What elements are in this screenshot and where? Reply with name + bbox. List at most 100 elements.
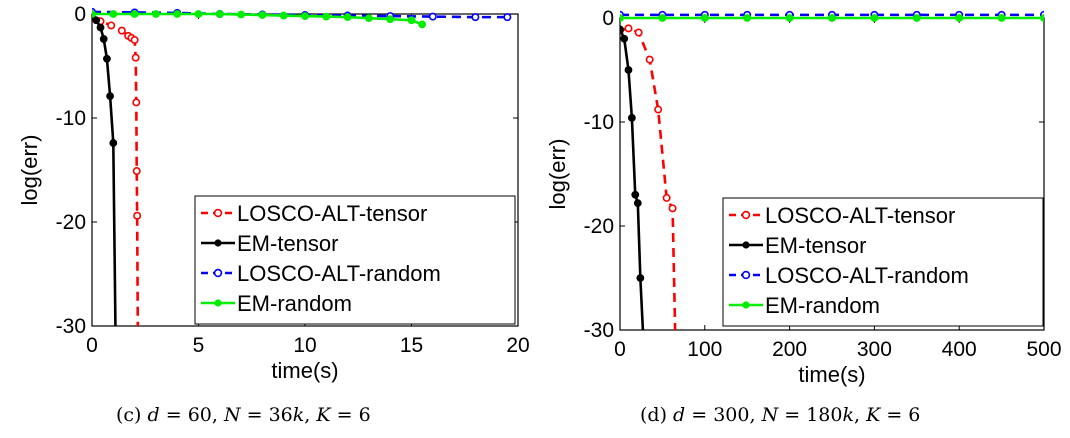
data-point (194, 10, 203, 18)
data-point (133, 211, 142, 220)
x-tick-label: 15 (400, 334, 423, 357)
x-tick-label: 0 (86, 334, 98, 357)
legend-entry: EM-random (201, 291, 352, 316)
y-axis-label: log(err) (545, 139, 570, 210)
legend-label: LOSCO-ALT-random (765, 263, 969, 288)
data-point (131, 53, 140, 62)
legend-entry: LOSCO-ALT-random (201, 261, 441, 286)
data-point (117, 26, 126, 35)
data-point (620, 34, 629, 43)
y-tick-label: -20 (584, 215, 614, 238)
data-point (636, 274, 645, 282)
x-axis-label: time(s) (798, 362, 865, 387)
series-em-random (92, 10, 427, 29)
legend-marker (741, 270, 751, 280)
legend: LOSCO-ALT-tensor EM-tensor LOSCO-ALT-rando… (722, 197, 1044, 327)
data-point (624, 66, 633, 74)
legend-entry: LOSCO-ALT-tensor (201, 201, 427, 226)
data-point (743, 14, 752, 22)
data-point (633, 199, 642, 208)
y-tick-label: 0 (602, 7, 614, 30)
data-point (997, 14, 1006, 22)
legend-marker (742, 241, 750, 249)
series-em-tensor (92, 13, 118, 326)
data-point (215, 10, 224, 18)
legend-marker (214, 239, 222, 247)
legend-box (722, 197, 1044, 327)
data-point (631, 190, 640, 199)
data-point (645, 55, 654, 64)
legend-marker (213, 268, 223, 278)
data-point (668, 204, 677, 213)
data-point (152, 10, 160, 18)
data-point (620, 14, 624, 22)
y-tick-label: -30 (584, 319, 614, 342)
data-point (301, 12, 309, 20)
legend-marker (741, 210, 751, 220)
data-point (658, 14, 667, 22)
data-point (109, 139, 118, 147)
y-tick-label: -10 (56, 107, 86, 130)
caption-panel-d: (d) d = 300, N = 180k, K = 6 (640, 404, 921, 426)
caption-panel-c: (c) d = 60, N = 36k, K = 6 (116, 404, 371, 426)
y-axis-label: log(err) (17, 135, 42, 206)
x-tick-label: 20 (506, 334, 529, 357)
legend-entry: LOSCO-ALT-tensor (729, 203, 955, 228)
x-tick-label: 300 (857, 338, 892, 361)
caption-label: (c) (116, 404, 142, 426)
legend-label: EM-tensor (237, 231, 338, 256)
x-tick-label: 0 (614, 338, 626, 361)
plot-area (92, 7, 512, 326)
series-line (92, 16, 117, 326)
data-point (700, 14, 709, 22)
data-point (99, 35, 108, 43)
data-point (258, 11, 267, 19)
data-point (130, 10, 139, 18)
chart-panel-d: 0 100 200 300 400 500 0 -10 -20 -30 time(s) log(err… (545, 7, 1062, 387)
data-point (109, 10, 118, 18)
data-point (343, 13, 352, 22)
caption-label: (d) (640, 404, 667, 426)
data-point (634, 28, 643, 37)
y-tick-label: 0 (74, 3, 86, 26)
x-tick-label: 400 (942, 338, 977, 361)
legend-entry: EM-random (729, 293, 880, 318)
data-point (418, 20, 427, 29)
x-tick-label: 500 (1026, 338, 1061, 361)
data-point (471, 13, 480, 22)
data-point (92, 16, 101, 25)
data-point (912, 14, 921, 22)
data-point (955, 14, 964, 22)
data-point (130, 35, 139, 44)
data-point (173, 10, 182, 18)
x-tick-label: 10 (293, 334, 316, 357)
data-point (132, 167, 141, 176)
data-point (620, 25, 624, 34)
data-point (828, 14, 836, 22)
x-tick-label: 200 (772, 338, 807, 361)
data-point (322, 12, 331, 21)
caption-n-value: 36 (268, 404, 293, 426)
x-tick-label: 5 (193, 334, 205, 357)
caption-n-value: 180 (806, 404, 843, 426)
series-losco-alt-tensor (92, 14, 142, 326)
legend-label: LOSCO-ALT-tensor (237, 201, 427, 226)
data-point (279, 11, 288, 20)
data-point (627, 113, 636, 122)
caption-k-value: 6 (358, 404, 371, 426)
data-point (106, 92, 115, 101)
data-point (624, 24, 633, 33)
data-point (92, 10, 96, 18)
data-point (662, 193, 671, 202)
series-em-tensor (620, 25, 645, 330)
legend-label: LOSCO-ALT-random (237, 261, 441, 286)
data-point (365, 14, 373, 23)
legend-box (194, 195, 516, 325)
data-point (407, 16, 416, 25)
data-point (107, 21, 116, 30)
x-tick-label: 100 (687, 338, 722, 361)
data-point (96, 23, 105, 32)
legend-label: EM-random (765, 293, 880, 318)
data-point (237, 10, 246, 19)
